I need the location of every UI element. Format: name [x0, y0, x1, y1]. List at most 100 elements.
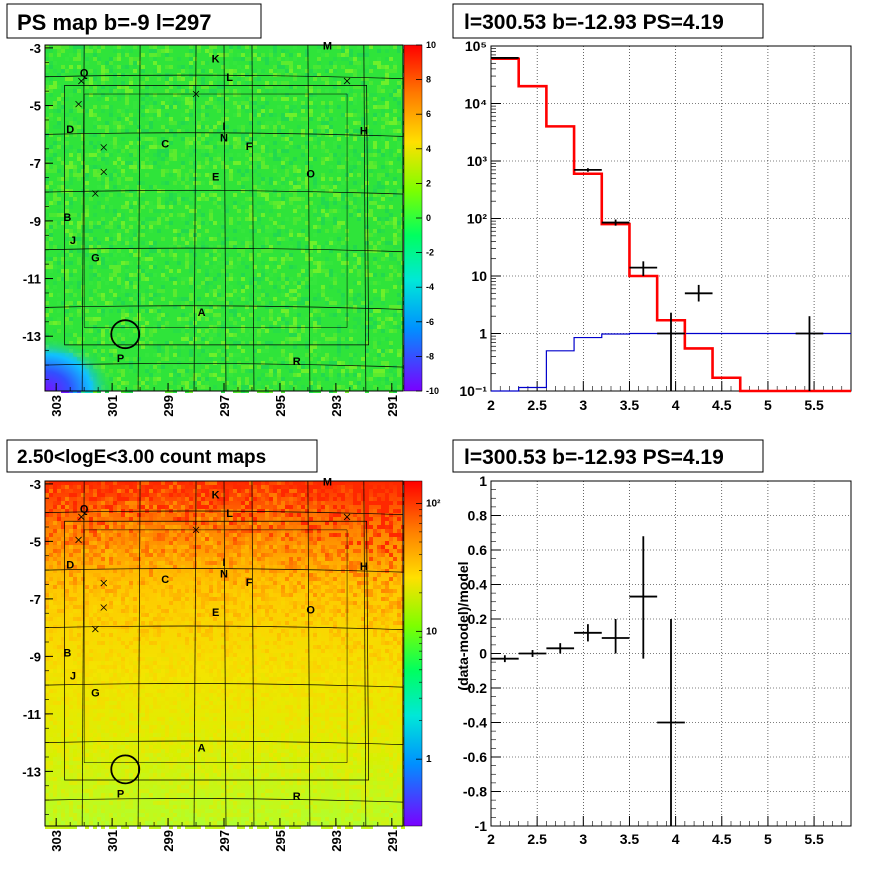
map-pixel [137, 165, 141, 169]
map-pixel [393, 253, 397, 257]
map-pixel [133, 329, 137, 333]
map-pixel [169, 253, 173, 257]
map-pixel [197, 165, 201, 169]
map-pixel [181, 97, 185, 101]
map-pixel [353, 353, 357, 357]
map-pixel [353, 201, 357, 205]
map-pixel [93, 489, 97, 493]
map-pixel [185, 149, 189, 153]
map-pixel [209, 209, 213, 213]
map-pixel [121, 125, 125, 129]
map-pixel [189, 177, 193, 181]
map-pixel [261, 225, 265, 229]
map-pixel [161, 237, 165, 241]
map-pixel [133, 45, 137, 49]
map-pixel [357, 157, 361, 161]
map-pixel [149, 505, 153, 509]
map-pixel [213, 277, 217, 281]
map-pixel [45, 153, 49, 157]
map-pixel [293, 289, 297, 293]
map-pixel [157, 117, 161, 121]
x-tick-label: 295 [273, 395, 288, 417]
map-pixel [213, 533, 217, 537]
map-pixel [73, 277, 77, 281]
map-pixel [381, 309, 385, 313]
map-pixel [381, 301, 385, 305]
map-pixel [177, 525, 181, 529]
map-pixel [349, 169, 353, 173]
map-pixel [129, 533, 133, 537]
map-pixel [377, 105, 381, 109]
map-pixel [317, 137, 321, 141]
map-pixel [317, 245, 321, 249]
map-pixel [329, 313, 333, 317]
map-pixel [53, 109, 57, 113]
map-pixel [97, 285, 101, 289]
map-pixel [269, 257, 273, 261]
map-pixel [245, 481, 249, 485]
map-pixel [369, 149, 373, 153]
map-pixel [109, 89, 113, 93]
map-pixel [373, 233, 377, 237]
map-pixel [221, 241, 225, 245]
map-pixel [253, 525, 257, 529]
map-pixel [397, 489, 401, 493]
map-pixel [169, 553, 173, 557]
map-pixel [233, 365, 237, 369]
map-pixel [117, 265, 121, 269]
map-pixel [385, 117, 389, 121]
map-pixel [141, 333, 145, 337]
map-pixel [101, 553, 105, 557]
map-pixel [389, 129, 393, 133]
map-pixel [141, 309, 145, 313]
map-pixel [313, 233, 317, 237]
map-pixel [181, 165, 185, 169]
map-pixel [201, 333, 205, 337]
map-pixel [369, 173, 373, 177]
map-pixel [145, 553, 149, 557]
map-pixel [333, 65, 337, 69]
map-pixel [173, 181, 177, 185]
map-pixel [285, 113, 289, 117]
map-pixel [325, 117, 329, 121]
map-pixel [185, 549, 189, 553]
map-pixel [113, 301, 117, 305]
map-pixel [97, 545, 101, 549]
map-pixel [341, 317, 345, 321]
map-pixel [337, 209, 341, 213]
map-pixel [109, 225, 113, 229]
map-pixel [137, 513, 141, 517]
map-pixel [297, 485, 301, 489]
map-pixel [353, 57, 357, 61]
map-pixel [281, 253, 285, 257]
map-pixel [257, 281, 261, 285]
map-pixel [101, 545, 105, 549]
map-pixel [313, 537, 317, 541]
map-pixel [237, 81, 241, 85]
map-pixel [393, 321, 397, 325]
map-pixel [149, 265, 153, 269]
map-pixel [205, 161, 209, 165]
map-pixel [105, 185, 109, 189]
map-pixel [261, 289, 265, 293]
map-pixel [321, 145, 325, 149]
map-pixel [117, 269, 121, 273]
map-pixel [349, 197, 353, 201]
map-pixel [193, 341, 197, 345]
colorbar-tick-label: 4 [426, 144, 431, 154]
map-pixel [373, 509, 377, 513]
map-pixel [365, 233, 369, 237]
map-pixel [321, 373, 325, 377]
map-pixel [57, 121, 61, 125]
map-pixel [141, 65, 145, 69]
map-pixel [233, 341, 237, 345]
map-pixel [209, 317, 213, 321]
map-pixel [145, 129, 149, 133]
map-pixel [373, 165, 377, 169]
map-pixel [161, 313, 165, 317]
map-pixel [253, 165, 257, 169]
spectrum-y-tick-label: 10⁻¹ [459, 383, 487, 399]
map-pixel [385, 137, 389, 141]
map-pixel [157, 113, 161, 117]
map-pixel [349, 69, 353, 73]
